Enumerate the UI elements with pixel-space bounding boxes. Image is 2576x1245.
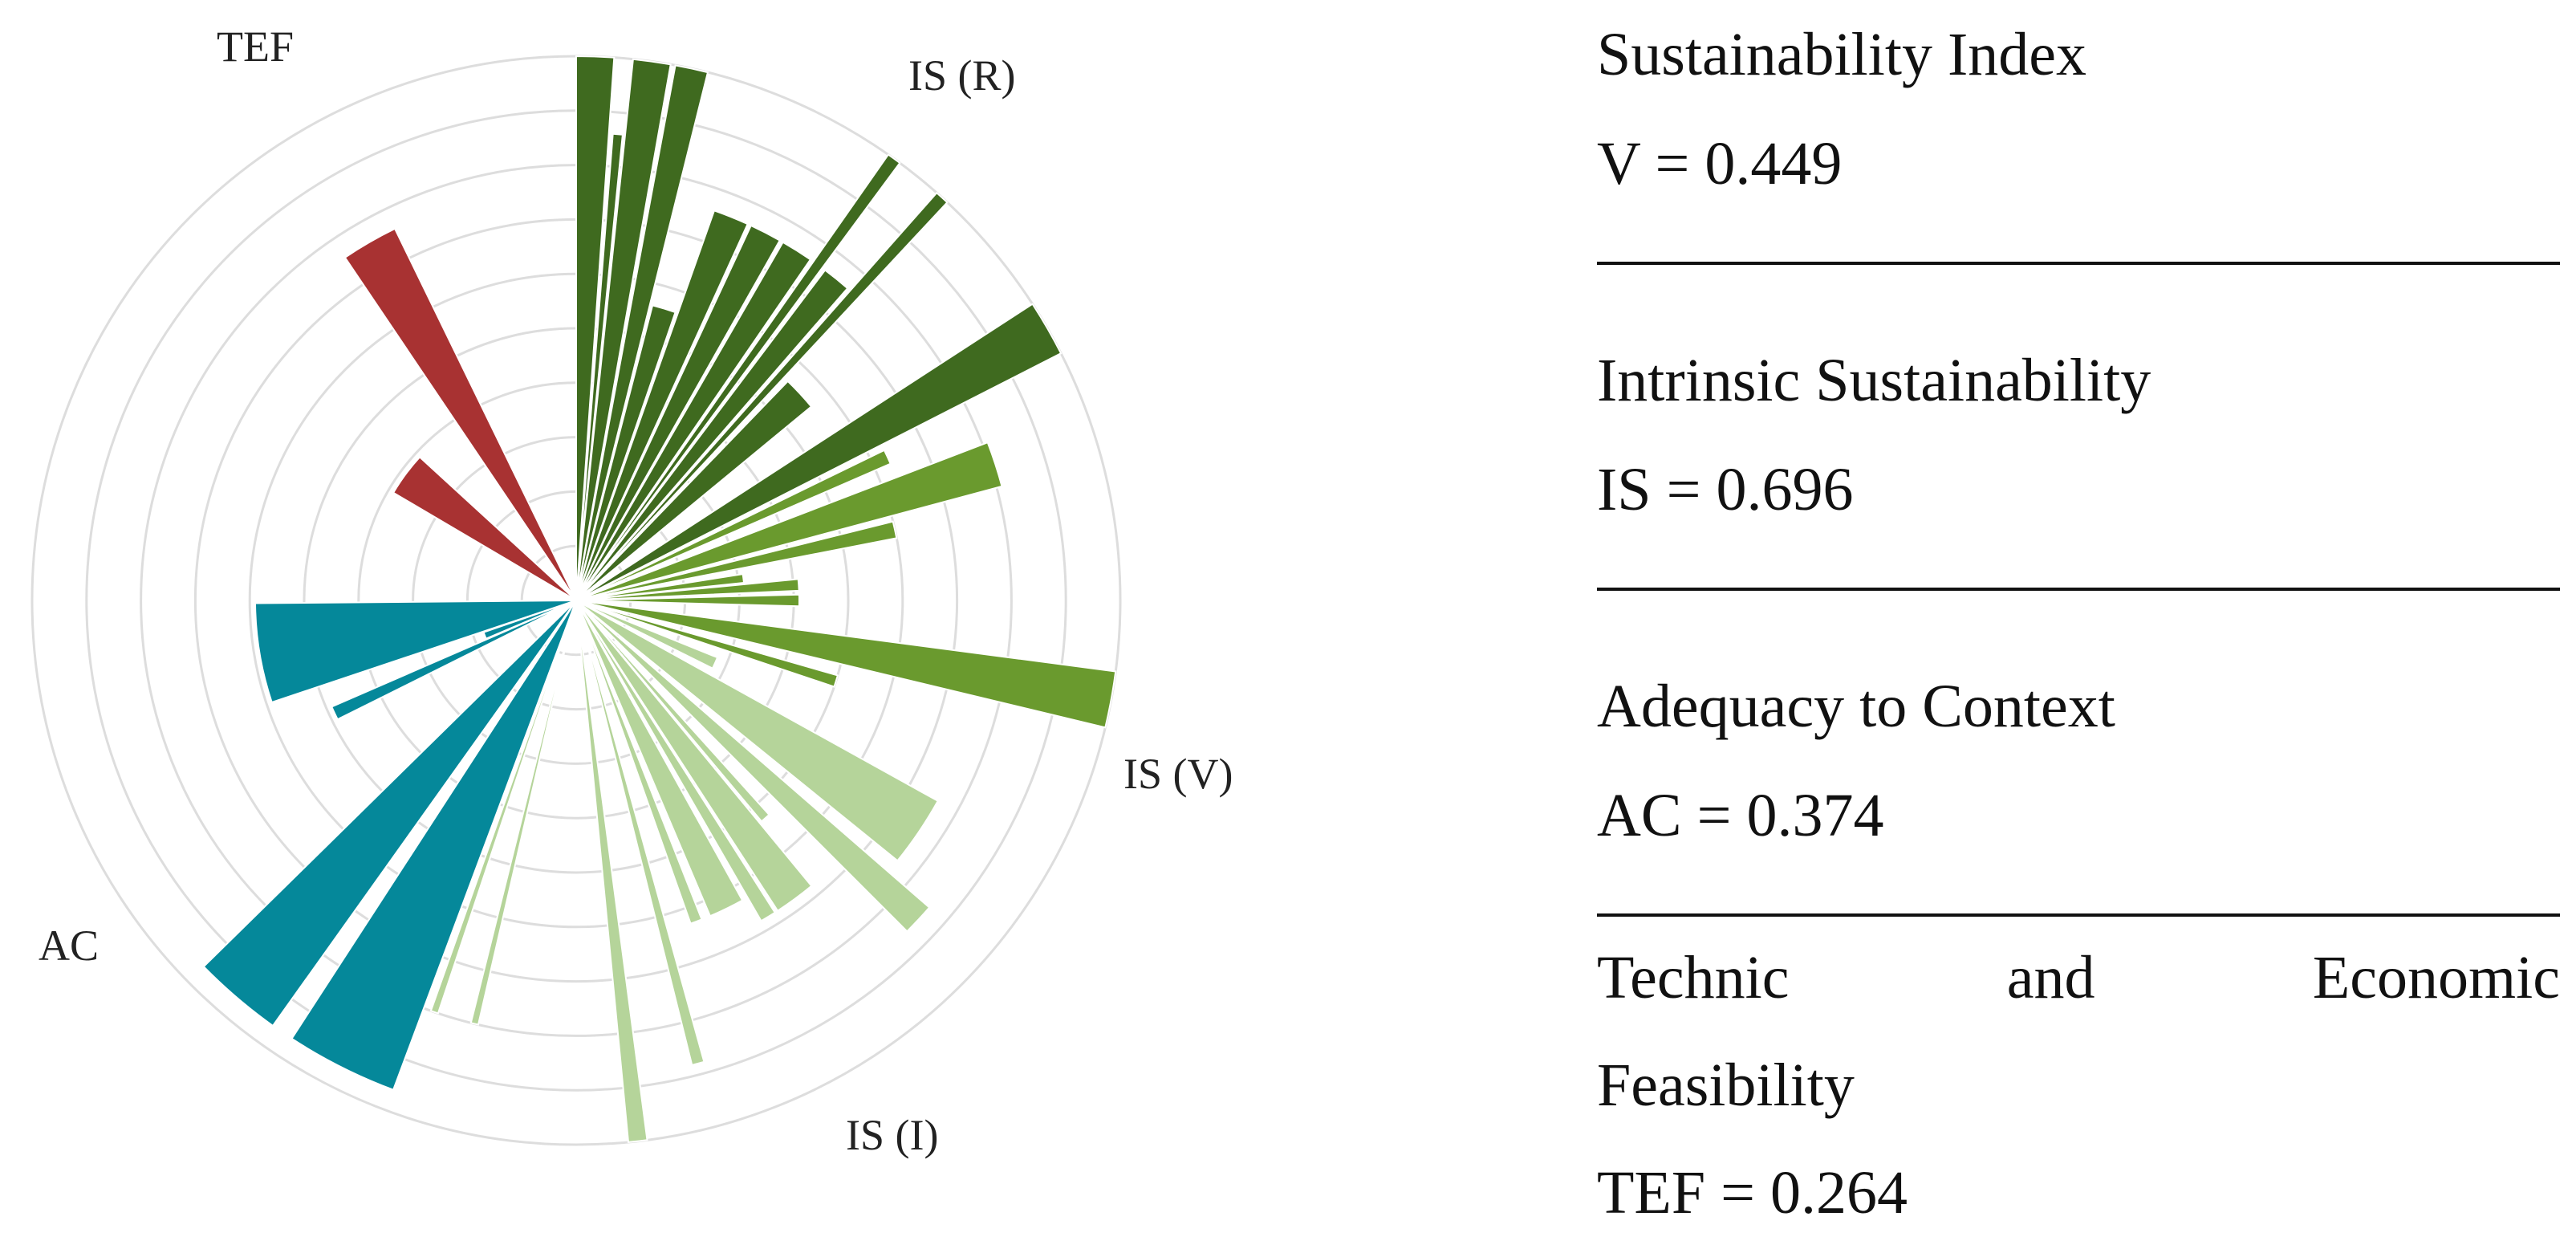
tef-block: Technic and Economic Feasibility TEF = 0… [1597,938,2560,1233]
sector-label-tef: TEF [217,22,294,71]
sector-labels: TEF IS (R) IS (V) IS (I) AC [39,22,1233,1159]
tef-title-line2: Feasibility [1597,1052,1855,1119]
sector-label-is-i: IS (I) [846,1111,938,1159]
bar-is-v [575,449,892,601]
bar-is-i [575,600,770,823]
intrinsic-sustainability-block: Intrinsic Sustainability IS = 0.696 [1597,340,2560,530]
bar-is-i [575,600,931,933]
sustainability-index-title: Sustainability Index [1597,21,2087,88]
bar-is-i [469,600,577,1026]
bar-is-v [575,441,1003,601]
bar-is-r [575,64,709,601]
bar-ac [291,600,577,1091]
bar-ac [254,600,577,704]
bar-is-r [575,210,750,601]
sustainability-index-value: V = 0.449 [1597,130,1843,197]
bar-is-i [575,600,777,922]
sector-label-is-r: IS (R) [908,51,1016,100]
bar-is-i [575,600,744,917]
adequacy-block: Adequacy to Context AC = 0.374 [1597,666,2560,856]
bar-is-i [575,600,719,670]
intrinsic-sustainability-value: IS = 0.696 [1597,456,1854,523]
bar-is-v [575,593,800,608]
bar-tef [343,227,577,601]
tef-title-word: Technic [1597,944,1790,1011]
bar-is-r [575,304,677,601]
bar-is-i [575,600,940,862]
bar-is-v [575,520,898,601]
divider [1597,262,2560,265]
adequacy-title: Adequacy to Context [1597,673,2115,740]
adequacy-value: AC = 0.374 [1597,782,1884,849]
bar-is-i [429,600,577,1015]
bar-is-i [575,600,813,913]
bar-is-r [575,241,812,601]
bar-is-r [575,191,949,601]
bar-ac [482,600,577,641]
chart-bars [202,55,1117,1143]
bar-tef [392,455,577,601]
tef-title-word: and [2006,944,2095,1011]
sector-label-ac: AC [39,922,99,970]
bar-is-v [575,600,839,688]
polar-chart-svg: TEF IS (R) IS (V) IS (I) AC [30,22,1233,1159]
bar-is-r [575,224,782,601]
bar-is-v [575,578,800,601]
bar-is-i [575,600,703,925]
summary-panel: Sustainability Index V = 0.449 Intrinsic… [1597,0,2560,1245]
divider [1597,913,2560,917]
bar-is-i [575,600,648,1143]
bar-ac [202,600,577,1027]
tef-title-line1: Technic and Economic [1597,938,2560,1018]
bar-is-r [575,153,901,601]
bar-ac [330,600,577,721]
bar-is-v [575,572,746,601]
polar-chart: TEF IS (R) IS (V) IS (I) AC [30,22,1233,1159]
sector-label-is-v: IS (V) [1123,750,1233,798]
sustainability-index-block: Sustainability Index V = 0.449 [1597,14,2560,204]
tef-value: TEF = 0.264 [1597,1159,1908,1227]
bar-is-v [575,600,1117,729]
bar-is-i [575,600,705,1067]
tef-title-word: Economic [2312,944,2560,1011]
intrinsic-sustainability-title: Intrinsic Sustainability [1597,347,2151,414]
divider [1597,588,2560,591]
bar-is-r [575,58,672,601]
bar-is-r [575,380,813,601]
bar-is-r [575,269,849,601]
bar-is-r [575,55,616,601]
bar-is-r [575,303,1062,601]
